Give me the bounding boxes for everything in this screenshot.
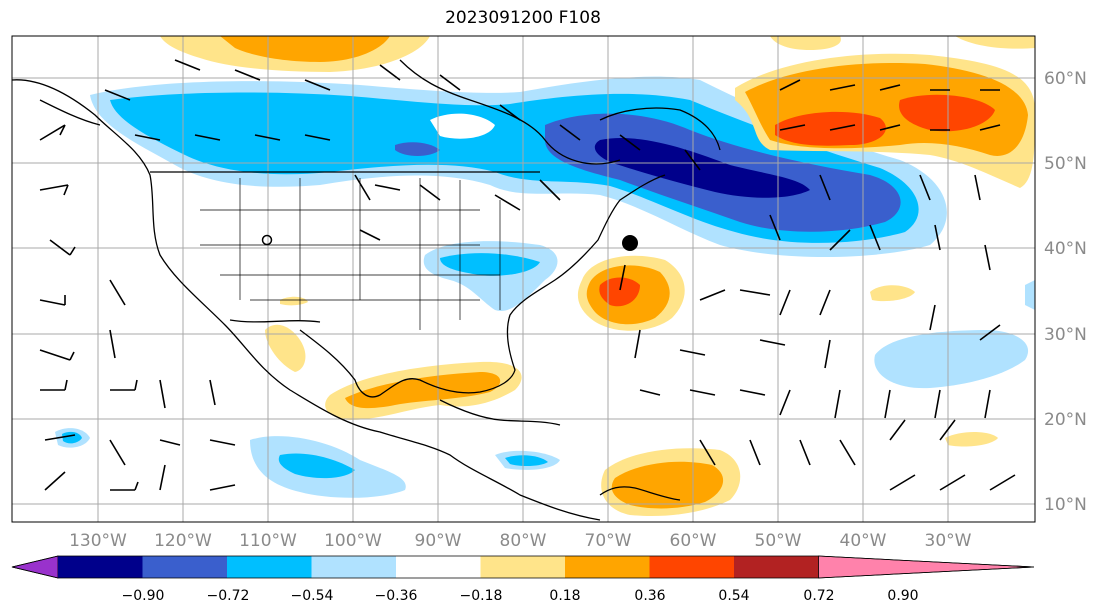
lon-label-70w: 70°W: [585, 531, 632, 551]
colorbar-tick-2: −0.72: [207, 588, 250, 604]
positive-anomaly-canada-inner: [220, 36, 390, 62]
lon-label-120w: 120°W: [154, 531, 212, 551]
state-borders: [200, 178, 501, 330]
colorbar-extend-low: [11, 555, 59, 579]
storm-center-marker: [622, 235, 638, 251]
colorbar-segment: [396, 556, 481, 578]
colorbar-segment: [734, 556, 819, 578]
colorbar-tick-7: 0.36: [634, 588, 665, 604]
map-area: [12, 36, 1035, 522]
positive-anomaly-gulf-inner: [345, 372, 501, 409]
negative-anomaly-caribbean-inner: [505, 455, 548, 467]
positive-anomaly-mexico: [265, 324, 306, 372]
colorbar-tick-10: 0.90: [887, 588, 918, 604]
lat-label-50n: 50°N: [1044, 154, 1087, 174]
longitude-labels: 130°W 120°W 110°W 100°W 90°W 80°W 70°W 6…: [69, 531, 972, 551]
anomaly-shading: [55, 36, 1035, 517]
colorbar-segment: [480, 556, 565, 578]
colorbar-tick-5: −0.18: [460, 588, 503, 604]
colorbar: [11, 555, 1035, 579]
lon-label-60w: 60°W: [670, 531, 717, 551]
colorbar-tick-8: 0.54: [718, 588, 749, 604]
colorbar-tick-9: 0.72: [803, 588, 834, 604]
lon-label-40w: 40°W: [840, 531, 887, 551]
positive-anomaly-top-right: [770, 36, 841, 50]
latitude-labels: 60°N 50°N 40°N 30°N 20°N 10°N: [1044, 69, 1087, 515]
positive-anomaly-us: [280, 296, 308, 306]
lat-label-20n: 20°N: [1044, 410, 1087, 430]
coastlines: [12, 59, 721, 521]
colorbar-tick-3: −0.54: [291, 588, 334, 604]
colorbar-ticks: −0.90 −0.72 −0.54 −0.36 −0.18 0.18 0.36 …: [122, 588, 919, 604]
lat-label-40n: 40°N: [1044, 239, 1087, 259]
positive-anomaly-north-atlantic-core: [775, 111, 886, 146]
anomaly-hole: [430, 113, 495, 139]
lon-label-80w: 80°W: [500, 531, 547, 551]
colorbar-segment: [311, 556, 396, 578]
lat-label-30n: 30°N: [1044, 325, 1087, 345]
colorbar-outline: [11, 555, 1035, 579]
lon-label-30w: 30°W: [925, 531, 972, 551]
lat-label-60n: 60°N: [1044, 69, 1087, 89]
negative-anomaly-west: [395, 142, 440, 156]
colorbar-tick-6: 0.18: [549, 588, 580, 604]
positive-anomaly-atlantic-core: [599, 277, 640, 307]
lon-label-110w: 110°W: [239, 531, 297, 551]
lon-label-130w: 130°W: [69, 531, 127, 551]
positive-anomaly-caribbean-inner: [611, 461, 724, 509]
lat-label-10n: 10°N: [1044, 495, 1087, 515]
map-frame: [11, 35, 1036, 523]
colorbar-tick-1: −0.90: [122, 588, 165, 604]
wind-barbs: [39, 59, 1016, 491]
colorbar-segment: [565, 556, 650, 578]
colorbar-segment: [227, 556, 312, 578]
colorbar-tick-4: −0.36: [375, 588, 418, 604]
colorbar-segment: [649, 556, 734, 578]
positive-anomaly-mid-atlantic: [870, 285, 915, 302]
colorbar-extend-high: [818, 555, 1035, 579]
lon-label-100w: 100°W: [324, 531, 382, 551]
positive-anomaly-east: [945, 432, 998, 447]
lon-label-90w: 90°W: [415, 531, 462, 551]
negative-anomaly-east-atlantic-edge: [1025, 280, 1035, 310]
negative-anomaly-east-us-inner: [440, 253, 540, 276]
positive-anomaly-north-atlantic-core-2: [899, 94, 995, 132]
negative-anomaly-pacific-west-inner: [62, 431, 82, 444]
lon-label-50w: 50°W: [755, 531, 802, 551]
colorbar-segment: [142, 556, 227, 578]
location-marker: [261, 234, 273, 246]
map-title: 2023091200 F108: [445, 8, 601, 28]
colorbar-segment: [58, 556, 143, 578]
negative-anomaly-peak: [594, 138, 810, 198]
negative-anomaly-east-atlantic: [874, 330, 1029, 389]
positive-anomaly-top-right-2: [955, 36, 1035, 49]
negative-anomaly-pacific-inner: [278, 453, 355, 479]
